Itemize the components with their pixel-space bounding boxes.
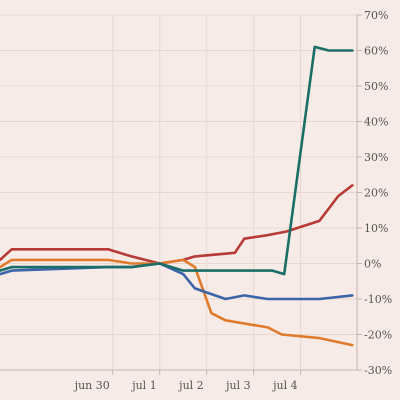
y-tick-label: 20%: [364, 187, 388, 200]
series-line-1: [0, 184, 354, 265]
y-tick-label: 60%: [364, 45, 388, 58]
grid-lines: [0, 14, 357, 371]
axes: [0, 14, 362, 375]
tick-labels: -30% -20% -10% 0% 10% 20% 30% 40% 50% 60% 70% jun 3…: [73, 9, 393, 392]
y-tick-label: 0%: [364, 258, 381, 271]
x-tick-label: jul 2: [177, 379, 204, 392]
y-tick-label: 30%: [364, 151, 388, 164]
y-tick-label: -20%: [364, 329, 392, 342]
series-line-2: [0, 258, 354, 347]
y-tick-label: 10%: [364, 222, 388, 235]
x-tick-label: jul 3: [224, 379, 251, 392]
series-lines: [0, 45, 354, 347]
y-tick-label: -30%: [364, 364, 392, 377]
y-tick-label: 50%: [364, 80, 388, 93]
y-tick-label: 70%: [364, 9, 388, 22]
y-tick-label: -10%: [364, 293, 392, 306]
series-line-4: [0, 45, 354, 276]
x-tick-label: jul 1: [130, 379, 157, 392]
y-tick-label: 40%: [364, 116, 388, 129]
x-tick-label: jun 30: [73, 379, 110, 392]
x-tick-label: jul 4: [271, 379, 298, 392]
